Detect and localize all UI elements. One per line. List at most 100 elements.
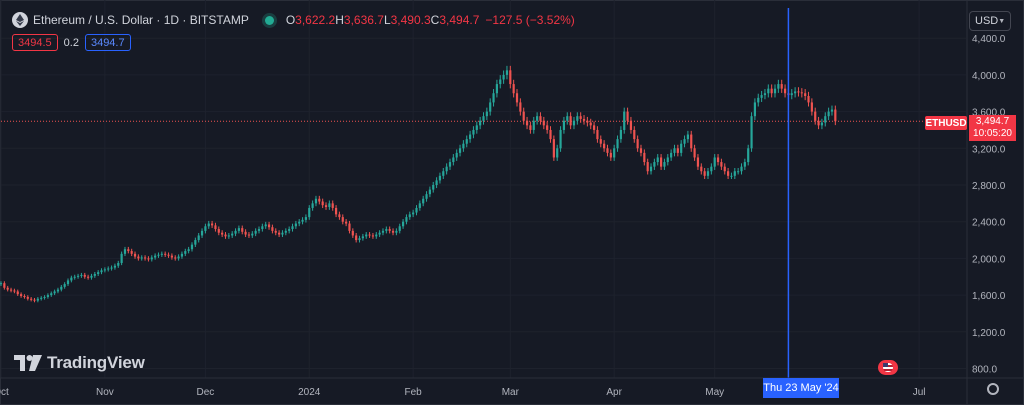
candle-body[interactable] bbox=[582, 118, 586, 121]
candle-body[interactable] bbox=[23, 296, 26, 298]
candle-body[interactable] bbox=[20, 294, 23, 297]
candle-body[interactable] bbox=[529, 125, 532, 130]
candle-body[interactable] bbox=[663, 162, 666, 167]
candle-body[interactable] bbox=[257, 229, 261, 231]
candle-body[interactable] bbox=[780, 84, 783, 89]
candle-body[interactable] bbox=[264, 224, 267, 227]
candle-body[interactable] bbox=[445, 166, 448, 172]
candle-body[interactable] bbox=[613, 148, 616, 158]
sell-price-button[interactable]: 3494.5 bbox=[12, 34, 58, 51]
candle-body[interactable] bbox=[455, 152, 458, 158]
candle-body[interactable] bbox=[358, 238, 361, 241]
candle-body[interactable] bbox=[505, 70, 509, 75]
candle-body[interactable] bbox=[562, 120, 566, 130]
candle-body[interactable] bbox=[566, 116, 569, 121]
candle-body[interactable] bbox=[753, 102, 757, 117]
candle-body[interactable] bbox=[489, 102, 492, 112]
candle-body[interactable] bbox=[398, 226, 401, 231]
candle-body[interactable] bbox=[87, 276, 90, 278]
candle-body[interactable] bbox=[415, 207, 418, 213]
candle-body[interactable] bbox=[770, 88, 773, 94]
candle-body[interactable] bbox=[0, 283, 3, 285]
candle-body[interactable] bbox=[519, 102, 522, 112]
candle-body[interactable] bbox=[767, 88, 770, 94]
candle-body[interactable] bbox=[30, 298, 33, 300]
candle-body[interactable] bbox=[499, 79, 502, 85]
candle-body[interactable] bbox=[378, 232, 381, 235]
candle-body[interactable] bbox=[703, 171, 706, 176]
candle-body[interactable] bbox=[532, 120, 535, 130]
candle-body[interactable] bbox=[515, 93, 519, 103]
candle-body[interactable] bbox=[16, 291, 19, 295]
candle-body[interactable] bbox=[217, 229, 220, 233]
candle-body[interactable] bbox=[763, 93, 767, 96]
candle-body[interactable] bbox=[747, 148, 750, 163]
candle-body[interactable] bbox=[727, 171, 730, 176]
candle-body[interactable] bbox=[442, 171, 445, 176]
candle-body[interactable] bbox=[666, 157, 669, 163]
candle-body[interactable] bbox=[639, 148, 643, 153]
candle-body[interactable] bbox=[773, 88, 777, 94]
candle-body[interactable] bbox=[254, 230, 257, 234]
candle-body[interactable] bbox=[60, 286, 63, 290]
candle-body[interactable] bbox=[475, 125, 478, 130]
candle-body[interactable] bbox=[606, 148, 609, 153]
candle-body[interactable] bbox=[485, 111, 488, 117]
market-status-icon[interactable] bbox=[264, 15, 274, 25]
candle-body[interactable] bbox=[428, 189, 431, 195]
candle-body[interactable] bbox=[783, 88, 787, 94]
candle-body[interactable] bbox=[184, 251, 187, 254]
candle-body[interactable] bbox=[757, 97, 760, 103]
candle-body[interactable] bbox=[418, 203, 421, 208]
candle-body[interactable] bbox=[495, 84, 499, 94]
candle-body[interactable] bbox=[690, 134, 693, 149]
candle-body[interactable] bbox=[824, 116, 827, 123]
candle-body[interactable] bbox=[113, 265, 117, 268]
candle-body[interactable] bbox=[120, 253, 123, 263]
time-axis[interactable]: Oct Nov Dec 2024 Feb Mar Apr May Jul bbox=[0, 377, 1024, 398]
candle-body[interactable] bbox=[123, 249, 127, 254]
candle-body[interactable] bbox=[626, 111, 629, 121]
candle-body[interactable] bbox=[365, 234, 368, 237]
candle-body[interactable] bbox=[167, 254, 170, 256]
candle-body[interactable] bbox=[465, 139, 468, 144]
candle-body[interactable] bbox=[673, 148, 676, 153]
candle-body[interactable] bbox=[93, 273, 96, 276]
candle-body[interactable] bbox=[388, 229, 391, 231]
candle-body[interactable] bbox=[422, 198, 425, 204]
candle-body[interactable] bbox=[462, 143, 465, 149]
candle-body[interactable] bbox=[656, 157, 659, 163]
candle-body[interactable] bbox=[408, 214, 411, 218]
candle-body[interactable] bbox=[710, 166, 713, 172]
candle-body[interactable] bbox=[395, 230, 398, 233]
candle-body[interactable] bbox=[659, 157, 663, 167]
candle-body[interactable] bbox=[207, 223, 210, 227]
candle-body[interactable] bbox=[271, 227, 274, 231]
candle-body[interactable] bbox=[331, 203, 334, 208]
candle-body[interactable] bbox=[311, 203, 314, 208]
candle-body[interactable] bbox=[676, 148, 679, 153]
candle-body[interactable] bbox=[247, 234, 251, 236]
candle-body[interactable] bbox=[6, 287, 9, 290]
candle-body[interactable] bbox=[147, 258, 150, 260]
candle-body[interactable] bbox=[177, 256, 180, 259]
candle-body[interactable] bbox=[680, 143, 683, 153]
candle-body[interactable] bbox=[53, 291, 56, 294]
candle-body[interactable] bbox=[133, 253, 137, 257]
candle-body[interactable] bbox=[314, 198, 318, 204]
candle-body[interactable] bbox=[492, 93, 495, 103]
candle-body[interactable] bbox=[334, 207, 338, 215]
candle-body[interactable] bbox=[777, 84, 780, 89]
candle-body[interactable] bbox=[40, 297, 43, 299]
candle-body[interactable] bbox=[549, 129, 552, 140]
candle-body[interactable] bbox=[200, 230, 204, 236]
candle-body[interactable] bbox=[234, 230, 237, 234]
candle-body[interactable] bbox=[137, 256, 140, 259]
candle-body[interactable] bbox=[291, 226, 294, 230]
candle-body[interactable] bbox=[502, 74, 505, 80]
candle-body[interactable] bbox=[50, 293, 53, 296]
candle-body[interactable] bbox=[438, 175, 442, 181]
candle-body[interactable] bbox=[576, 116, 579, 121]
candle-body[interactable] bbox=[43, 296, 46, 298]
candle-body[interactable] bbox=[740, 166, 743, 172]
